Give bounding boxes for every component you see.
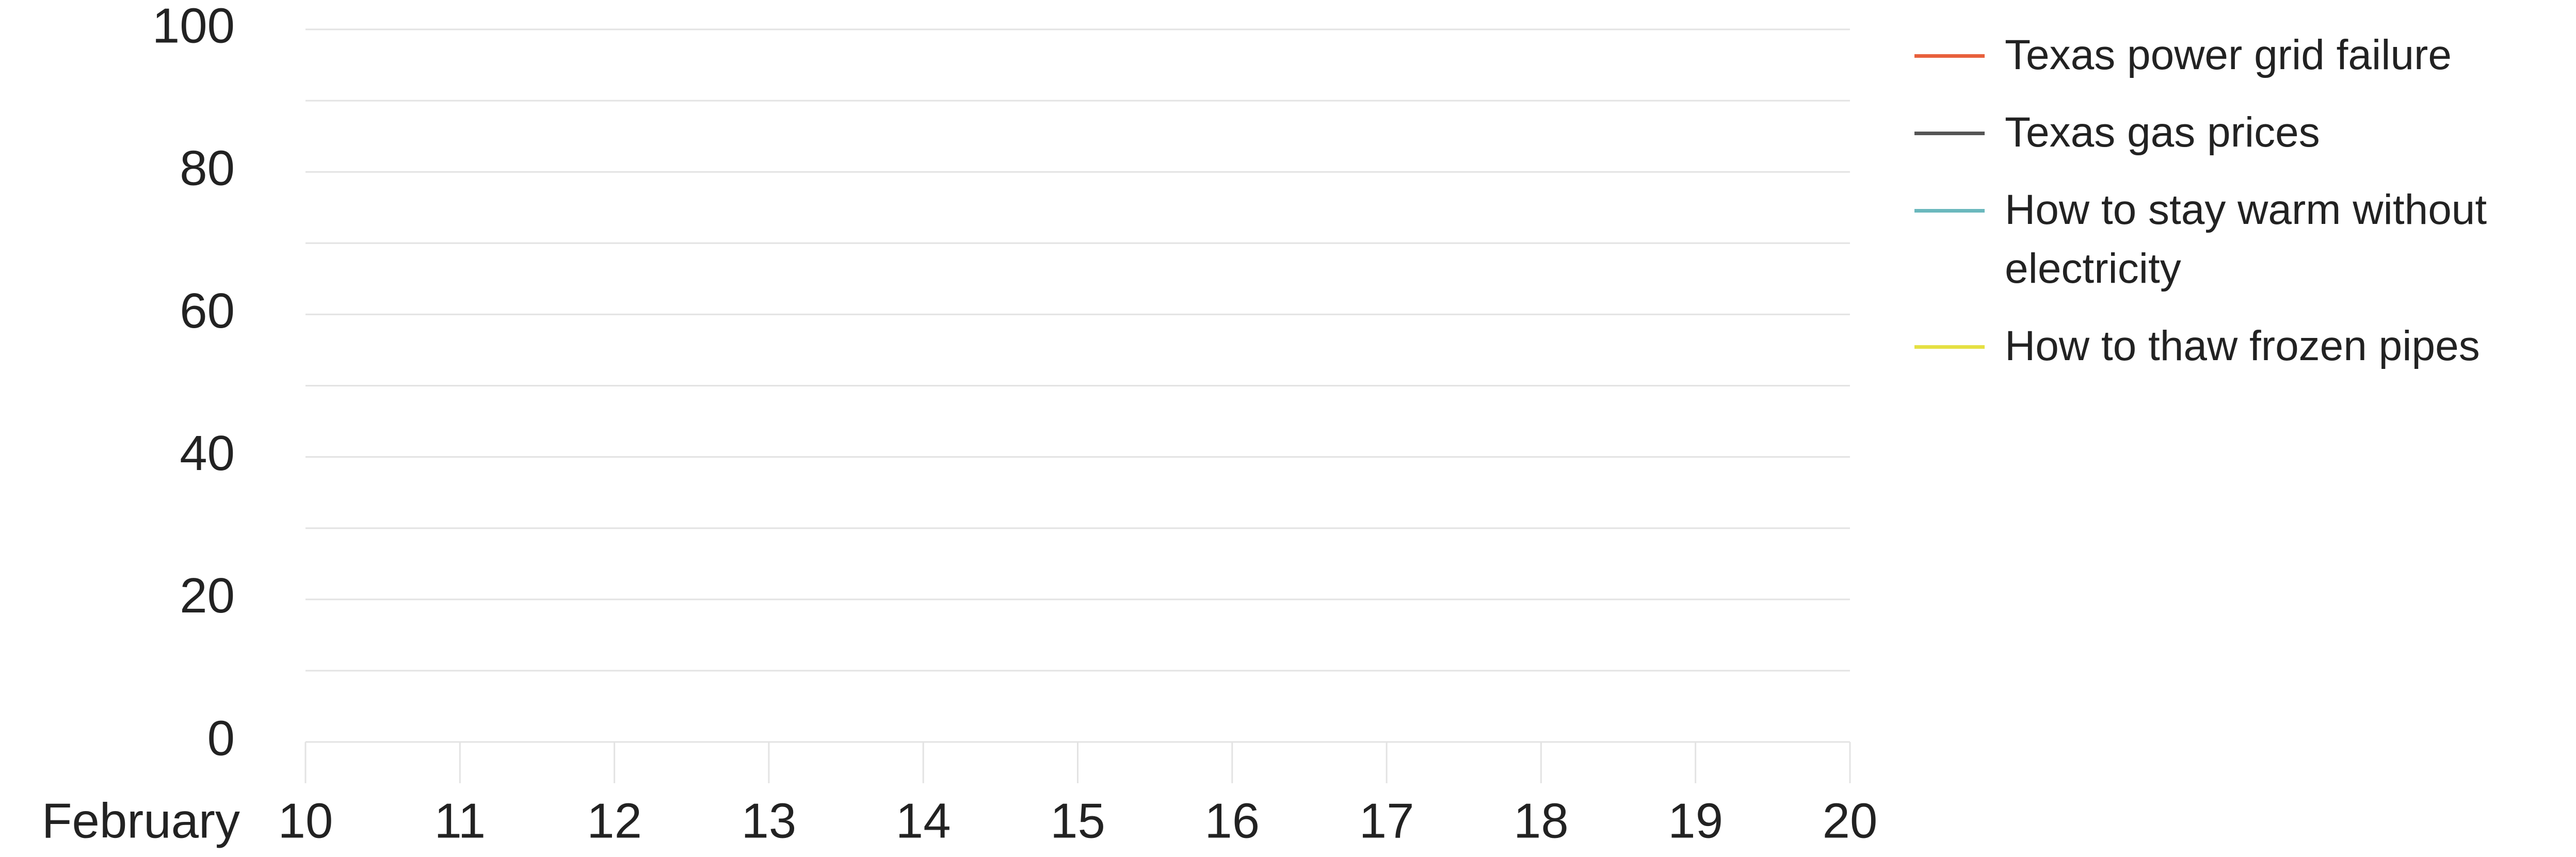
y-tick-label: 100 [152, 0, 235, 53]
x-tick-label: 18 [1514, 793, 1569, 848]
legend-label: Texas gas prices [2005, 109, 2320, 156]
x-axis-label: February [42, 793, 240, 848]
legend-label: Texas power grid failure [2005, 31, 2452, 78]
y-tick-label: 40 [180, 426, 235, 481]
x-tick-label: 10 [278, 793, 333, 848]
y-tick-label: 80 [180, 141, 235, 196]
legend-item: How to stay warm without electricity [1909, 181, 2570, 298]
legend-swatch [1914, 132, 1985, 135]
legend-label: How to thaw frozen pipes [2005, 322, 2480, 369]
x-tick-label: 20 [1823, 793, 1878, 848]
x-tick-label: 13 [742, 793, 797, 848]
x-tick-label: 14 [896, 793, 951, 848]
x-tick-label: 19 [1668, 793, 1723, 848]
x-tick-label: 17 [1359, 793, 1414, 848]
legend: Texas power grid failure Texas gas prices… [1909, 26, 2570, 394]
y-tick-label: 20 [180, 568, 235, 623]
legend-item: How to thaw frozen pipes [1909, 317, 2570, 376]
x-tick-label: 12 [587, 793, 642, 848]
x-tick-label: 15 [1050, 793, 1105, 848]
x-tick-label: 11 [434, 793, 486, 848]
legend-label: How to stay warm without electricity [2005, 186, 2487, 292]
x-tick-label: 16 [1204, 793, 1260, 848]
legend-item: Texas power grid failure [1909, 26, 2570, 85]
y-tick-label: 0 [207, 710, 235, 766]
legend-swatch [1914, 54, 1985, 58]
legend-swatch [1914, 209, 1985, 213]
legend-swatch [1914, 345, 1985, 349]
y-tick-label: 60 [180, 283, 235, 338]
legend-item: Texas gas prices [1909, 103, 2570, 162]
